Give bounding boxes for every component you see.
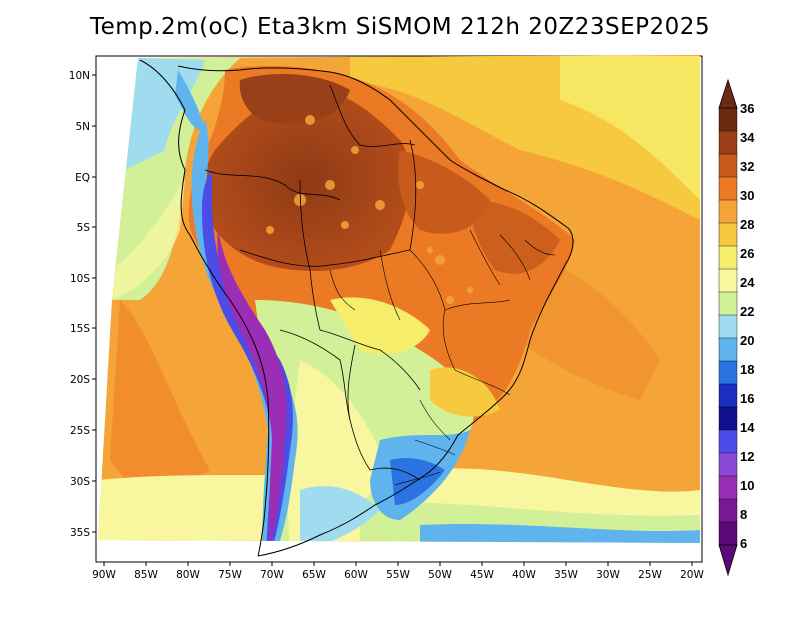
lon-label-50w: 50W bbox=[428, 569, 452, 581]
colorbar-label-20: 20 bbox=[740, 333, 754, 348]
colorbar-label-14: 14 bbox=[740, 420, 755, 435]
lat-label-35s: 35S bbox=[70, 527, 90, 539]
colorbar-top-arrow bbox=[718, 78, 738, 109]
lon-label-55w: 55W bbox=[386, 569, 410, 581]
pacific-mild-band bbox=[112, 180, 185, 300]
colorbar-label-8: 8 bbox=[740, 507, 747, 522]
pacific-warm-patch bbox=[110, 300, 210, 510]
southeast-mild bbox=[430, 367, 500, 417]
lon-label-60w: 60W bbox=[344, 569, 368, 581]
lon-label-85w: 85W bbox=[134, 569, 158, 581]
colorbar-label-26: 26 bbox=[740, 246, 754, 261]
colorbar-label-36: 36 bbox=[740, 101, 754, 116]
map-title: Temp.2m(oC) Eta3km SiSMOM 212h 20Z23SEP2… bbox=[89, 14, 711, 40]
colorbar-label-22: 22 bbox=[740, 304, 754, 319]
lon-label-35w: 35W bbox=[554, 569, 578, 581]
colorbar-label-24: 24 bbox=[740, 275, 755, 290]
colorbar-swatch bbox=[718, 291, 738, 316]
colorbar-swatch bbox=[718, 130, 738, 155]
lat-label-30s: 30S bbox=[70, 476, 90, 488]
colorbar-label-16: 16 bbox=[740, 391, 754, 406]
temperature-field bbox=[98, 55, 700, 543]
state-borders bbox=[329, 229, 556, 486]
coastline bbox=[139, 59, 574, 557]
lat-label-5n: 5N bbox=[75, 121, 90, 133]
northeast-hot bbox=[470, 200, 560, 274]
lat-label-20s: 20S bbox=[70, 374, 90, 386]
colorbar-swatch bbox=[718, 199, 738, 224]
colorbar-swatch bbox=[718, 452, 738, 477]
pampas-cool bbox=[300, 486, 380, 543]
venezuela-hot bbox=[239, 74, 350, 124]
colorbar-label-32: 32 bbox=[740, 159, 754, 174]
colorbar-swatch bbox=[718, 107, 738, 132]
colombian-andes bbox=[175, 70, 205, 131]
pantanal-mild bbox=[330, 297, 430, 354]
colorbar-swatches bbox=[718, 107, 738, 546]
lat-axis: 10N 5N EQ 5S 10S 15S 20S 25S 30S 35S bbox=[69, 70, 96, 539]
lon-label-70w: 70W bbox=[260, 569, 284, 581]
colorbar-label-12: 12 bbox=[740, 449, 754, 464]
country-borders bbox=[204, 84, 421, 481]
lat-label-10s: 10S bbox=[70, 273, 90, 285]
colorbar-label-18: 18 bbox=[740, 362, 754, 377]
colorbar-swatch bbox=[718, 406, 738, 431]
lon-axis: 90W 85W 80W 75W 70W 65W 60W 55W 50W 45W … bbox=[92, 562, 704, 581]
lon-label-90w: 90W bbox=[92, 569, 116, 581]
south-ocean-cold bbox=[420, 523, 700, 543]
lon-label-80w: 80W bbox=[176, 569, 200, 581]
lon-label-75w: 75W bbox=[218, 569, 242, 581]
colorbar-label-10: 10 bbox=[740, 478, 754, 493]
lon-label-65w: 65W bbox=[302, 569, 326, 581]
north-atlantic-cool bbox=[560, 56, 700, 200]
amazon-cool-spots bbox=[266, 115, 473, 304]
colorbar-swatch bbox=[718, 383, 738, 408]
lon-label-45w: 45W bbox=[470, 569, 494, 581]
colorbar-swatch bbox=[718, 337, 738, 362]
colorbar-swatch bbox=[718, 475, 738, 500]
para-hot bbox=[398, 150, 490, 234]
lon-label-25w: 25W bbox=[638, 569, 662, 581]
colorbar-label-34: 34 bbox=[740, 130, 755, 145]
colorbar-swatch bbox=[718, 176, 738, 201]
colorbar-label-28: 28 bbox=[740, 217, 754, 232]
colorbar-swatch bbox=[718, 314, 738, 339]
colorbar-swatch bbox=[718, 245, 738, 270]
lat-label-eq: EQ bbox=[75, 172, 90, 184]
colorbar-swatch bbox=[718, 222, 738, 247]
lon-label-40w: 40W bbox=[512, 569, 536, 581]
colorbar-swatch bbox=[718, 360, 738, 385]
colorbar-bottom-arrow bbox=[718, 544, 738, 577]
lon-label-30w: 30W bbox=[596, 569, 620, 581]
lat-label-5s: 5S bbox=[77, 222, 91, 234]
amazon-hot-core bbox=[203, 89, 411, 271]
colorbar-swatch bbox=[718, 498, 738, 523]
colorbar-swatch bbox=[718, 521, 738, 546]
colorbar-swatch bbox=[718, 153, 738, 178]
colorbar-swatch bbox=[718, 268, 738, 293]
colorbar-label-6: 6 bbox=[740, 536, 747, 551]
lat-label-25s: 25S bbox=[70, 425, 90, 437]
lon-label-20w: 20W bbox=[680, 569, 704, 581]
lat-label-10n: 10N bbox=[69, 70, 90, 82]
colorbar: 36 34 32 30 28 26 24 22 20 18 16 14 12 1… bbox=[718, 78, 755, 577]
andes-coldest bbox=[217, 230, 287, 543]
lat-label-15s: 15S bbox=[70, 323, 90, 335]
colorbar-swatch bbox=[718, 429, 738, 454]
colorbar-label-30: 30 bbox=[740, 188, 754, 203]
